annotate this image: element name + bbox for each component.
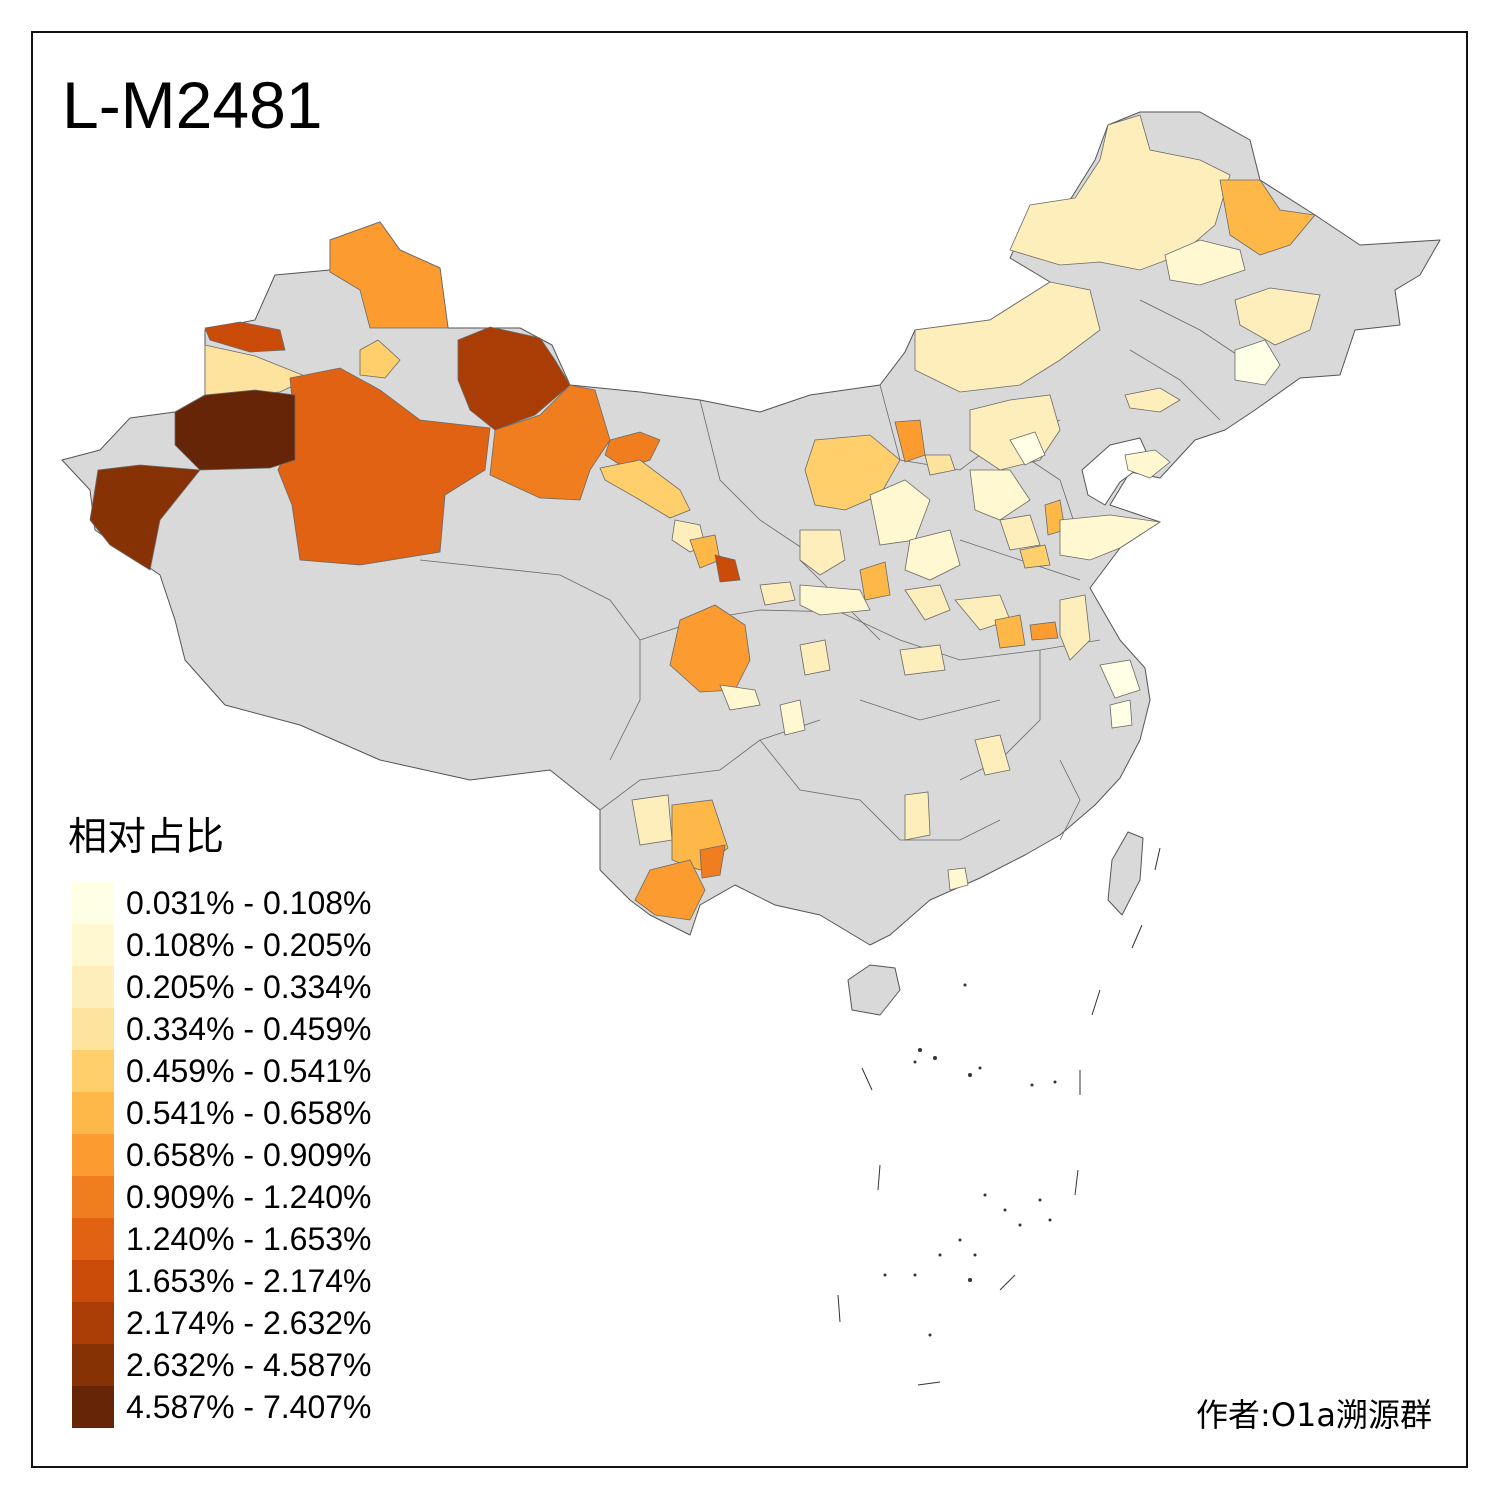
region-hebei-south	[969, 469, 1031, 521]
region-ulanqab	[924, 454, 956, 476]
region-guangxi	[947, 867, 969, 891]
region-changchun	[1234, 339, 1281, 386]
legend-label: 0.108% - 0.205%	[126, 927, 372, 963]
legend-swatch	[72, 1218, 114, 1260]
taiwan-island	[1107, 831, 1144, 916]
region-wuxi	[1109, 699, 1133, 729]
region-guangyuan	[779, 699, 806, 736]
legend-swatch	[72, 1176, 114, 1218]
sea-boundary-2	[877, 1164, 881, 1191]
region-guizhou	[904, 791, 931, 841]
hainan-island	[847, 964, 901, 1016]
legend-swatch	[72, 1386, 114, 1428]
sea-boundary-10	[1154, 847, 1161, 871]
region-tacheng-small	[359, 339, 401, 379]
legend-swatch	[72, 1260, 114, 1302]
region-aba-south	[719, 684, 761, 711]
legend-label: 0.909% - 1.240%	[126, 1179, 372, 1215]
region-xilingol	[914, 281, 1101, 393]
legend-swatch	[72, 924, 114, 966]
legend-label: 0.658% - 0.909%	[126, 1137, 372, 1173]
region-kunming	[699, 844, 726, 879]
legend-swatch	[72, 1134, 114, 1176]
region-bayingolin-east	[489, 384, 611, 501]
legend-label: 0.031% - 0.108%	[126, 885, 372, 921]
region-kashgar	[89, 464, 201, 571]
legend-swatch	[72, 882, 114, 924]
region-nanyang	[899, 644, 946, 676]
region-aksu-west	[174, 389, 296, 471]
region-shaanxi-yulin	[799, 529, 846, 576]
legend-swatch	[72, 1344, 114, 1386]
region-shandong-west	[1019, 544, 1051, 569]
sea-boundary-6	[1074, 1169, 1079, 1196]
region-aba	[669, 604, 751, 693]
legend-label: 2.174% - 2.632%	[126, 1305, 372, 1341]
legend-swatch	[72, 1008, 114, 1050]
legend-label: 4.587% - 7.407%	[126, 1389, 372, 1425]
region-tianjin-coast	[1124, 449, 1171, 479]
legend-label: 0.459% - 0.541%	[126, 1053, 372, 1089]
region-qiqihar	[1164, 239, 1246, 286]
region-dingxi	[714, 554, 741, 583]
legend-label: 2.632% - 4.587%	[126, 1347, 372, 1383]
sea-boundary-4	[917, 1381, 941, 1386]
legend-label: 0.541% - 0.658%	[126, 1095, 372, 1131]
region-zhangye	[599, 459, 691, 519]
region-pu-er	[634, 859, 706, 921]
plot-frame	[31, 31, 1468, 1468]
sea-boundary-1	[861, 1067, 873, 1091]
region-bortala	[204, 321, 286, 353]
sea-boundary-8	[1091, 989, 1101, 1016]
region-jiangsu-north	[1099, 659, 1141, 699]
legend-swatch	[72, 1092, 114, 1134]
region-chifeng	[1124, 387, 1181, 413]
region-anhui-north	[1059, 594, 1091, 661]
region-jiuquan	[604, 431, 661, 469]
legend-swatch	[72, 1302, 114, 1344]
legend-label: 0.334% - 0.459%	[126, 1011, 372, 1047]
legend-swatch	[72, 1050, 114, 1092]
region-shijiazhuang	[999, 514, 1041, 551]
legend-swatch	[72, 966, 114, 1008]
region-shanxi-central	[904, 529, 961, 581]
region-shanxi-north	[869, 479, 931, 546]
region-heihe	[1219, 179, 1316, 256]
region-henan-north	[904, 584, 951, 621]
region-yanan	[859, 561, 891, 601]
region-turpan-aksu	[277, 367, 491, 566]
region-shandong	[1059, 514, 1162, 561]
region-fuyang	[1029, 621, 1059, 641]
sea-boundary-3	[837, 1294, 841, 1323]
legend-label: 1.653% - 2.174%	[126, 1263, 372, 1299]
region-baoji	[759, 581, 796, 606]
region-baotou	[804, 434, 901, 511]
region-hulunbuir	[1009, 114, 1231, 271]
region-hunan	[974, 734, 1011, 776]
region-harbin	[1234, 287, 1321, 346]
legend-title: 相对占比	[68, 815, 225, 860]
sea-boundary-9	[1131, 924, 1143, 949]
sea-boundary-7	[999, 1274, 1016, 1291]
region-altay	[329, 221, 449, 329]
legend-label: 0.205% - 0.334%	[126, 969, 372, 1005]
region-zhoukou	[994, 614, 1026, 649]
legend-label: 1.240% - 1.653%	[126, 1221, 372, 1257]
region-beijing	[1009, 431, 1046, 466]
author-credit: 作者:O1a溯源群	[1196, 1396, 1432, 1434]
region-hami	[457, 326, 571, 431]
map-title: L-M2481	[62, 68, 323, 142]
region-xian	[799, 584, 871, 616]
region-hanzhong	[799, 639, 831, 676]
